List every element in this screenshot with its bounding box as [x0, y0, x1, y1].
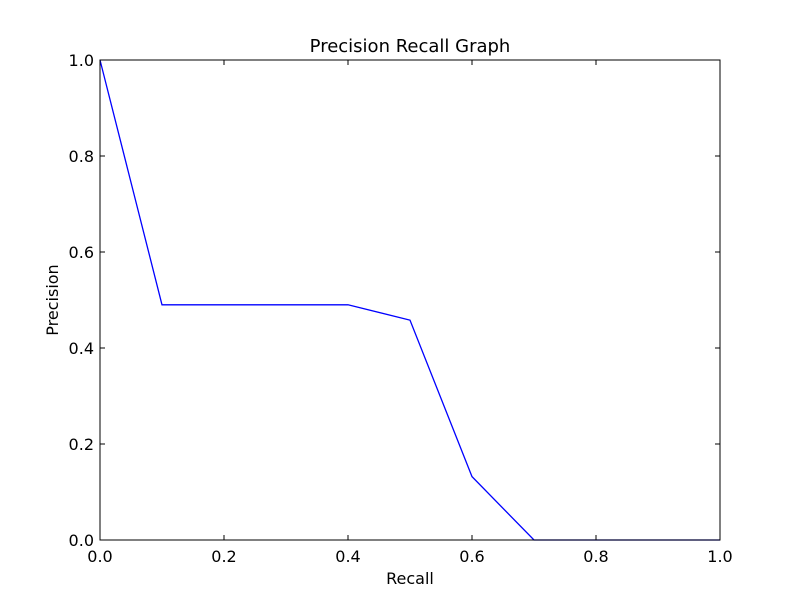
x-tick-label: 0.8: [583, 547, 608, 566]
y-tick-label: 0.6: [69, 243, 94, 262]
x-tick-label: 1.0: [707, 547, 732, 566]
y-tick-label: 0.0: [69, 531, 94, 550]
plot-area-frame: [99, 59, 721, 541]
chart-title: Precision Recall Graph: [310, 36, 511, 57]
y-tick-label: 1.0: [69, 51, 94, 70]
x-tick-label: 0.4: [335, 547, 360, 566]
x-tick-label: 0.2: [211, 547, 236, 566]
x-tick-label: 0.0: [87, 547, 112, 566]
y-tick-label: 0.8: [69, 147, 94, 166]
y-tick-label: 0.2: [69, 435, 94, 454]
x-axis-label: Recall: [386, 569, 434, 588]
x-tick-label: 0.6: [459, 547, 484, 566]
y-tick-label: 0.4: [69, 339, 94, 358]
y-axis-label: Precision: [43, 264, 62, 335]
ticks-layer: 0.0 0.2 0.4 0.6 0.8 1.0 0.0 0.2 0.4 0.6 0.8 1.0: [69, 51, 733, 566]
